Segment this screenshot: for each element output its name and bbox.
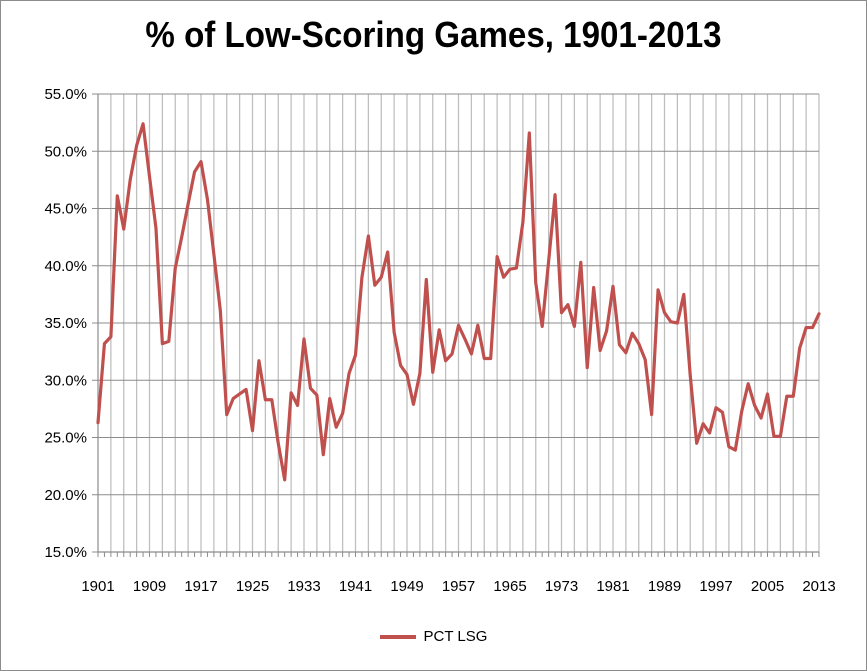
x-tick-label: 1941 (339, 578, 372, 595)
x-tick-label: 1973 (545, 578, 578, 595)
y-tick-label: 35.0% (44, 315, 87, 332)
x-tick-label: 1989 (648, 578, 681, 595)
series-layer (96, 122, 821, 482)
tick-labels: 15.0% 20.0% 25.0% 30.0% 35.0% 40.0% 45.0% 50.0%… (44, 86, 835, 595)
x-tick-label: 1965 (493, 578, 526, 595)
y-tick-label: 40.0% (44, 258, 87, 275)
x-tick-label: 2005 (751, 578, 784, 595)
legend-swatch (379, 634, 416, 639)
y-tick-label: 55.0% (44, 86, 87, 103)
y-tick-label: 50.0% (44, 143, 87, 160)
legend: PCT LSG (0, 628, 867, 645)
y-tick-label: 15.0% (44, 544, 87, 561)
x-tick-label: 1925 (236, 578, 269, 595)
y-tick-label: 30.0% (44, 372, 87, 389)
x-tick-label: 1901 (81, 578, 114, 595)
x-tick-label: 1917 (184, 578, 217, 595)
x-tick-label: 1933 (287, 578, 320, 595)
y-tick-label: 20.0% (44, 487, 87, 504)
chart-title: % of Low-Scoring Games, 1901-2013 (145, 14, 722, 55)
x-tick-label: 1909 (133, 578, 166, 595)
x-tick-label: 2013 (802, 578, 835, 595)
x-tick-label: 1949 (390, 578, 423, 595)
x-tick-label: 1997 (699, 578, 732, 595)
x-tick-label: 1981 (596, 578, 629, 595)
x-tick-label: 1957 (442, 578, 475, 595)
legend-label: PCT LSG (423, 628, 488, 645)
axis-layer (92, 93, 820, 557)
y-tick-label: 45.0% (44, 201, 87, 218)
y-tick-label: 25.0% (44, 430, 87, 447)
grid-layer (98, 93, 820, 552)
